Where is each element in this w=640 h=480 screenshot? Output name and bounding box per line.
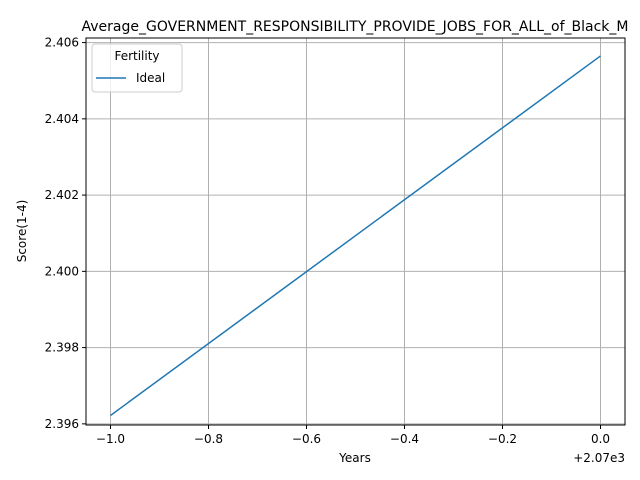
x-tick-label: 0.0 (591, 432, 610, 446)
chart-title: Average_GOVERNMENT_RESPONSIBILITY_PROVID… (82, 19, 629, 35)
x-axis-ticks: −1.0 −0.8 −0.6 −0.4 −0.2 0.0 (96, 425, 610, 446)
y-tick-label: 2.404 (45, 112, 79, 126)
legend-label-ideal: Ideal (136, 71, 165, 85)
y-tick-label: 2.400 (45, 264, 79, 278)
x-axis-label: Years (338, 451, 371, 465)
series-lines (110, 55, 601, 417)
x-tick-label: −0.8 (194, 432, 223, 446)
legend-title: Fertility (114, 49, 159, 63)
x-tick-label: −0.2 (488, 432, 517, 446)
legend: Fertility Ideal (91, 43, 183, 93)
x-axis-offset-label: +2.07e3 (573, 451, 625, 465)
grid-lines (86, 38, 625, 425)
y-axis-label: Score(1-4) (15, 200, 29, 263)
y-tick-label: 2.396 (45, 417, 79, 431)
y-tick-label: 2.402 (45, 188, 79, 202)
series-line-ideal (110, 55, 601, 417)
x-tick-label: −0.4 (390, 432, 419, 446)
plot-frame (85, 37, 626, 426)
x-tick-label: −1.0 (96, 432, 125, 446)
y-tick-label: 2.406 (45, 36, 79, 50)
legend-box (91, 43, 183, 93)
x-tick-label: −0.6 (292, 432, 321, 446)
y-tick-label: 2.398 (45, 341, 79, 355)
y-axis-ticks: 2.396 2.398 2.400 2.402 2.404 2.406 (45, 36, 86, 431)
